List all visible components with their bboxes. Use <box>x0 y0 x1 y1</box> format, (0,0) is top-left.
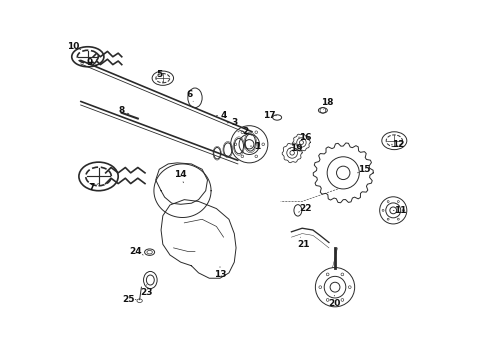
Text: 5: 5 <box>156 70 163 82</box>
Text: 12: 12 <box>392 140 405 149</box>
Text: 18: 18 <box>321 98 333 109</box>
Text: 19: 19 <box>290 144 303 153</box>
Text: 17: 17 <box>263 111 276 120</box>
Text: 24: 24 <box>130 247 143 256</box>
Text: 2: 2 <box>238 127 248 136</box>
Text: 1: 1 <box>250 141 261 150</box>
Text: 15: 15 <box>358 165 371 174</box>
Text: 21: 21 <box>298 237 310 249</box>
Text: 16: 16 <box>298 132 312 141</box>
Text: 11: 11 <box>393 206 407 215</box>
Text: 4: 4 <box>217 111 227 120</box>
Text: 22: 22 <box>298 204 312 213</box>
Text: 23: 23 <box>141 285 153 297</box>
Text: 13: 13 <box>214 267 226 279</box>
Text: 6: 6 <box>187 90 193 102</box>
Text: 25: 25 <box>122 295 136 304</box>
Text: 10: 10 <box>67 41 81 50</box>
Text: 3: 3 <box>227 118 238 127</box>
Text: 14: 14 <box>174 170 187 183</box>
Text: 7: 7 <box>88 183 98 192</box>
Text: 8: 8 <box>119 106 129 115</box>
Text: 9: 9 <box>86 58 97 67</box>
Text: 20: 20 <box>328 295 341 308</box>
